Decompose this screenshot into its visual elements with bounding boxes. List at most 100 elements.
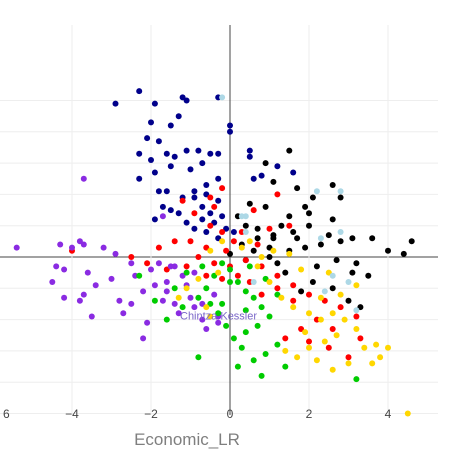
scatter-point [219,213,226,220]
scatter-point [345,360,352,367]
scatter-point [408,238,415,245]
scatter-point [199,300,206,307]
scatter-point [183,97,190,104]
scatter-point [306,210,312,217]
scatter-point [262,160,269,167]
scatter-point [175,310,182,317]
scatter-point [345,354,352,361]
scatter-point [187,238,194,245]
scatter-point [333,257,340,264]
scatter-point [353,307,360,314]
scatter-point [329,326,336,332]
scatter-point [80,241,87,248]
scatter-point [309,279,316,285]
scatter-point [274,163,281,170]
scatter-point [203,229,210,235]
scatter-point [349,235,356,242]
scatter-point [199,160,206,167]
scatter-point [302,203,309,210]
scatter-point [203,304,210,311]
scatter-point [274,260,281,267]
scatter-point [179,272,186,279]
scatter-point [191,210,198,217]
scatter-point [159,297,166,304]
scatter-point [69,244,75,251]
scatter-point [238,344,245,351]
scatter-point [242,222,249,229]
scatter-point [116,297,123,304]
scatter-point [227,128,233,135]
scatter-point [191,188,198,195]
scatter-point [365,272,372,279]
scatter-point [329,366,336,373]
gridlines [0,25,438,415]
scatter-point [298,266,305,273]
scatter-point [155,244,162,251]
scatter-point [219,229,226,235]
scatter-point [219,275,226,282]
scatter-point [274,272,281,279]
data-points [13,88,415,417]
scatter-point [155,138,162,145]
scatter-point [215,150,222,157]
scatter-point [223,322,230,329]
scatter-point [254,263,261,270]
scatter-point [163,316,170,323]
scatter-point [400,250,407,257]
scatter-point [187,294,194,301]
scatter-point [207,247,214,254]
x-tick-label: −4 [65,407,79,421]
scatter-point [199,263,206,270]
scatter-point [203,285,210,292]
scatter-point [302,244,309,251]
scatter-point [317,241,324,248]
scatter-point [274,191,281,198]
scatter-point [353,326,360,332]
scatter-point [337,188,344,195]
scatter-point [215,310,222,317]
scatter-point [53,263,60,270]
scatter-point [266,313,273,320]
scatter-point [258,372,265,379]
scatter-point [171,238,178,245]
scatter-point [306,310,312,317]
scatter-point [266,279,273,285]
scatter-point [294,185,301,192]
scatter-point [195,275,202,282]
scatter-point [274,285,281,292]
scatter-point [215,197,222,204]
scatter-point [290,282,297,289]
scatter-point [234,272,241,279]
scatter-point [286,222,293,229]
scatter-point [254,235,261,242]
scatter-point [108,275,115,282]
scatter-point [306,344,312,351]
scatter-point [191,194,198,201]
point-annotation: Chintza Kessler [180,310,257,322]
scatter-point [294,354,301,361]
scatter-point [373,341,380,348]
scatter-point [242,307,249,314]
scatter-point [144,135,151,142]
scatter-point [345,297,352,304]
scatter-point [80,175,87,182]
scatter-point [385,344,391,351]
scatter-point [171,263,178,270]
scatter-point [171,153,178,160]
scatter-point [179,197,186,204]
scatter-point [282,269,289,276]
scatter-point [274,341,281,348]
scatter-point [191,225,198,232]
scatter-point [242,213,249,220]
scatter-point [163,279,170,285]
scatter-point [325,344,332,351]
scatter-point [341,316,348,323]
scatter-point [258,172,265,179]
scatter-point [254,241,261,248]
x-tick-label: −2 [144,407,158,421]
scatter-point [199,216,206,223]
scatter-point [290,169,297,176]
scatter-point [329,285,336,292]
scatter-point [163,188,170,195]
scatter-point [369,360,376,367]
